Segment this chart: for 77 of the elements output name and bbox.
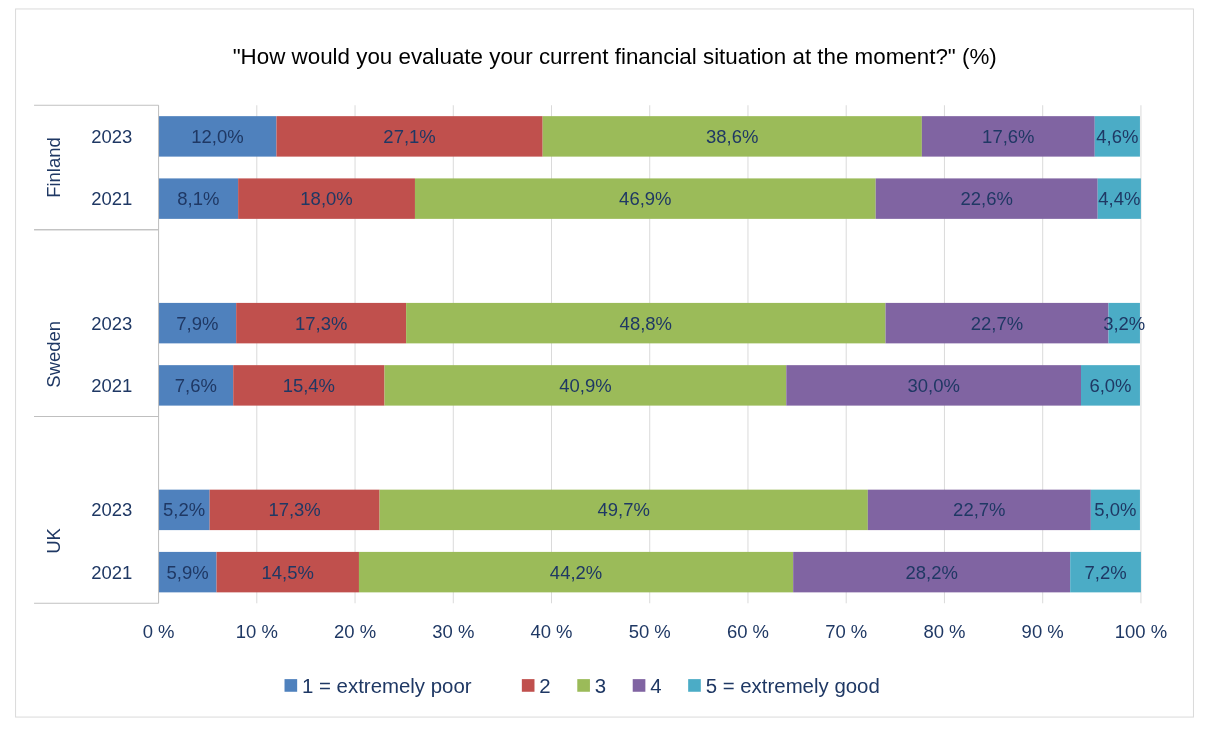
data-label: 5,2%	[163, 499, 206, 521]
data-label: 14,5%	[261, 561, 314, 583]
bar	[209, 489, 380, 531]
data-label: 17,3%	[294, 312, 348, 334]
data-label: 40,9%	[559, 374, 612, 396]
y-tick-label: 2023	[91, 312, 133, 334]
x-tick-label: 90 %	[1021, 621, 1064, 643]
bar	[867, 489, 1091, 531]
x-tick-label: 30 %	[432, 621, 475, 643]
data-label: 48,8%	[619, 312, 672, 334]
data-label: 6,0%	[1089, 374, 1132, 396]
bar	[542, 116, 922, 157]
x-tick-label: 80 %	[923, 621, 966, 643]
bar	[216, 551, 359, 593]
data-label: 7,6%	[174, 374, 217, 396]
bar	[158, 365, 234, 406]
data-label: 27,1%	[383, 125, 436, 147]
data-label: 22,7%	[970, 312, 1024, 334]
data-label: 22,7%	[953, 499, 1006, 521]
y-tick-label: 2021	[91, 374, 133, 396]
legend-label: 5 = extremely good	[705, 675, 880, 698]
data-label: 44,2%	[549, 561, 603, 583]
bar	[233, 365, 385, 406]
x-tick-label: 100 %	[1114, 621, 1168, 643]
data-label: 4,4%	[1098, 188, 1141, 210]
data-label: 7,2%	[1084, 561, 1127, 583]
bar	[921, 116, 1095, 157]
data-label: 15,4%	[282, 374, 336, 396]
data-label: 17,6%	[982, 125, 1035, 147]
x-tick-label: 60 %	[726, 621, 770, 643]
chart-title: "How would you evaluate your current financial situation at the moment?" (%)	[232, 44, 997, 70]
x-tick-label: 10 %	[235, 621, 278, 643]
data-label: 5,0%	[1094, 499, 1137, 521]
data-label: 12,0%	[191, 125, 244, 147]
x-tick-label: 40 %	[530, 621, 573, 643]
bar	[358, 551, 794, 593]
data-label: 4,6%	[1096, 125, 1139, 147]
y-tick-label: 2023	[91, 125, 133, 147]
data-label: 5,9%	[166, 561, 209, 583]
data-label: 28,2%	[905, 561, 958, 583]
data-label: 49,7%	[597, 499, 650, 521]
x-tick-label: 70 %	[825, 621, 868, 643]
data-label: 18,0%	[300, 188, 353, 210]
y-tick-label: 2023	[91, 499, 133, 521]
bar	[875, 178, 1098, 219]
data-label: 38,6%	[706, 125, 759, 147]
x-tick-label: 0 %	[142, 621, 175, 643]
bar	[1070, 551, 1141, 593]
legend-label: 3	[594, 675, 607, 698]
x-tick-label: 20 %	[333, 621, 377, 643]
legend-label: 2	[539, 675, 551, 698]
bar	[238, 178, 415, 219]
y-tick-label: 2021	[91, 188, 133, 210]
bar	[276, 116, 543, 157]
bar	[158, 302, 237, 344]
bar	[406, 302, 886, 344]
data-label: 46,9%	[619, 188, 672, 210]
x-tick-label: 50 %	[628, 621, 671, 643]
bar	[379, 489, 868, 531]
bar	[158, 178, 239, 219]
data-label: 8,1%	[177, 188, 220, 210]
data-label: 30,0%	[907, 374, 960, 396]
legend-label: 4	[650, 675, 662, 698]
data-label: 7,9%	[176, 312, 219, 334]
text: UK	[42, 527, 64, 554]
y-tick-label: 2021	[91, 561, 133, 583]
text: Finland	[42, 137, 64, 198]
legend-label: 1 = extremely poor	[302, 675, 472, 698]
bar	[158, 116, 277, 157]
bar	[384, 365, 787, 406]
bar	[414, 178, 876, 219]
data-label: 22,6%	[960, 188, 1013, 210]
text: Sweden	[42, 320, 64, 388]
bar	[786, 365, 1081, 406]
data-label: 17,3%	[268, 499, 321, 521]
bar	[236, 302, 407, 344]
bar	[793, 551, 1071, 593]
